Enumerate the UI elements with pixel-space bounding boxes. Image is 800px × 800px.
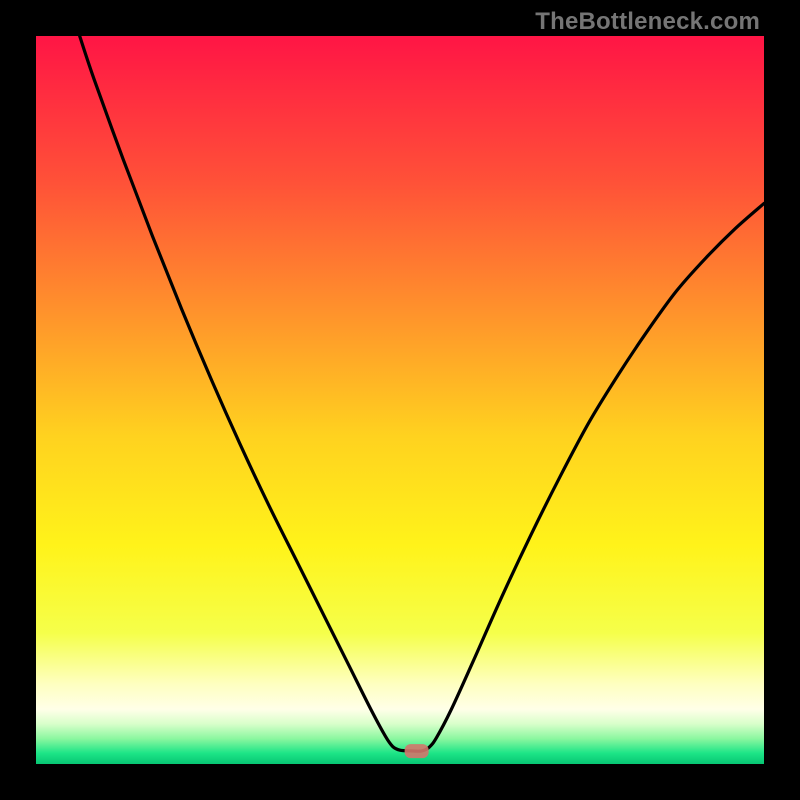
watermark-text: TheBottleneck.com <box>535 8 760 36</box>
bottleneck-curve <box>36 36 764 764</box>
plot-area <box>36 36 764 764</box>
chart-frame: TheBottleneck.com <box>0 0 800 800</box>
valley-marker <box>404 744 429 758</box>
